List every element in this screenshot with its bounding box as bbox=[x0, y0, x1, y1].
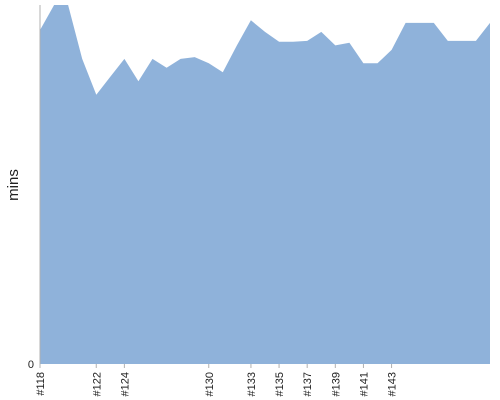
x-tick-label: #122 bbox=[91, 372, 103, 396]
y-axis-label: mins bbox=[5, 169, 22, 201]
x-tick-label: #133 bbox=[246, 372, 258, 396]
x-tick-label: #124 bbox=[119, 372, 131, 396]
x-tick-label: #137 bbox=[302, 372, 314, 396]
area-series bbox=[40, 5, 490, 364]
x-tick-label: #135 bbox=[274, 372, 286, 396]
x-tick-label: #118 bbox=[35, 372, 47, 396]
x-axis-ticks: #118 #122 #124 #130 #133 #135 #137 #139 #141 #143 bbox=[35, 364, 399, 396]
x-tick-label: #143 bbox=[387, 372, 399, 396]
x-tick-label: #139 bbox=[330, 372, 342, 396]
y-tick-label: 0 bbox=[28, 359, 34, 371]
plot-area bbox=[40, 5, 490, 364]
x-tick-label: #141 bbox=[358, 372, 370, 396]
x-tick-label: #130 bbox=[204, 372, 216, 396]
y-axis-ticks: 0 bbox=[28, 359, 34, 371]
